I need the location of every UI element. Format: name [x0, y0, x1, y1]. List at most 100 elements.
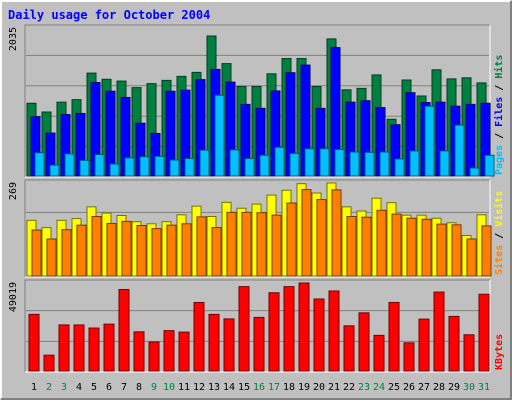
bar-sites-day-13: [211, 227, 222, 277]
day-label-23: 23: [358, 382, 370, 393]
bar-pages-day-12: [199, 149, 210, 177]
bar-kbytes-day-14: [223, 318, 235, 372]
bar-kbytes-day-25: [388, 301, 400, 372]
bar-sites-day-11: [181, 223, 192, 277]
bar-kbytes-day-23: [358, 312, 370, 372]
bar-kbytes-day-1: [28, 313, 40, 372]
day-label-6: 6: [106, 382, 112, 393]
bar-sites-day-24: [376, 209, 387, 277]
day-label-29: 29: [448, 382, 460, 393]
day-label-15: 15: [238, 382, 250, 393]
bar-pages-day-5: [94, 154, 105, 177]
day-label-25: 25: [388, 382, 400, 393]
bar-pages-day-14: [229, 149, 240, 177]
panels-group: 2035 269 49019: [8, 24, 495, 373]
bar-kbytes-day-31: [478, 293, 490, 372]
y-max-label-hits-files-pages: 2035: [8, 27, 19, 51]
bar-files-day-30: [465, 103, 476, 177]
bar-sites-day-10: [166, 224, 177, 277]
legend-item: KBytes: [494, 334, 505, 370]
legend-item: Files: [493, 97, 505, 127]
day-label-20: 20: [313, 382, 325, 393]
y-max-label-visits-sites: 269: [8, 182, 19, 200]
bar-sites-day-6: [106, 222, 117, 277]
bar-sites-day-22: [346, 216, 357, 277]
legend-item: Hits: [493, 55, 505, 79]
panel-kbytes: 49019: [8, 279, 491, 373]
day-label-14: 14: [223, 382, 235, 393]
day-label-28: 28: [433, 382, 445, 393]
bar-kbytes-day-6: [103, 323, 115, 372]
bar-pages-day-24: [379, 151, 390, 177]
bar-kbytes-day-29: [448, 315, 460, 372]
bar-kbytes-day-20: [313, 298, 325, 372]
bar-kbytes-day-2: [43, 354, 55, 372]
bar-pages-day-9: [154, 155, 165, 177]
bar-kbytes-day-24: [373, 334, 385, 372]
bar-sites-day-27: [421, 218, 432, 277]
bar-sites-day-29: [451, 224, 462, 277]
bar-pages-day-7: [124, 157, 135, 177]
bar-kbytes-day-3: [58, 324, 70, 372]
day-label-18: 18: [283, 382, 295, 393]
bar-sites-day-20: [316, 199, 327, 277]
bar-sites-day-4: [76, 224, 87, 277]
bar-sites-day-19: [301, 189, 312, 277]
chart-title: Daily usage for October 2004: [8, 8, 210, 22]
legend-item: /: [494, 127, 505, 145]
day-labels-group: 1 2 3 4 5 6 7 8 9 10 11 12 13 14 15 16 17 18 19 20 21 22 23 24 2…: [31, 382, 490, 393]
day-label-31: 31: [478, 382, 490, 393]
bar-kbytes-day-5: [88, 327, 100, 372]
day-label-19: 19: [298, 382, 310, 393]
day-label-30: 30: [463, 382, 475, 393]
bar-pages-day-8: [139, 156, 150, 177]
bar-kbytes-day-15: [238, 286, 250, 372]
bar-pages-day-6: [109, 163, 120, 177]
bar-kbytes-day-18: [283, 286, 295, 372]
legend-visits-sites: Sites / Visits: [493, 191, 505, 275]
legend-item: Visits: [493, 191, 505, 227]
bar-pages-day-31: [484, 154, 495, 177]
bar-pages-day-11: [184, 158, 195, 177]
bar-sites-day-30: [466, 238, 477, 277]
bar-pages-day-2: [49, 164, 60, 177]
bar-sites-day-15: [241, 211, 252, 277]
day-label-4: 4: [76, 382, 82, 393]
bar-kbytes-day-26: [403, 342, 415, 372]
day-label-24: 24: [373, 382, 385, 393]
day-label-26: 26: [403, 382, 415, 393]
day-label-7: 7: [121, 382, 127, 393]
day-label-16: 16: [253, 382, 265, 393]
legend-kbytes: KBytes: [494, 334, 505, 370]
bar-sites-day-9: [151, 228, 162, 277]
legends-group: Pages / Files / Hits Sites / Visits KBytes: [493, 55, 505, 370]
bar-pages-day-4: [79, 159, 90, 177]
plot-bevel-light: [25, 180, 491, 278]
bar-pages-day-3: [64, 153, 75, 177]
bar-pages-day-17: [274, 146, 285, 177]
bar-sites-day-21: [331, 189, 342, 277]
panel-hits-files-pages: 2035: [8, 24, 495, 178]
bar-pages-day-30: [469, 167, 480, 177]
bar-pages-day-19: [304, 148, 315, 177]
bar-kbytes-day-11: [178, 331, 190, 372]
bar-sites-day-1: [31, 229, 42, 277]
day-label-8: 8: [136, 382, 142, 393]
bar-pages-day-27: [424, 105, 435, 177]
bar-pages-day-22: [349, 151, 360, 177]
bar-sites-day-28: [436, 223, 447, 277]
bar-pages-day-20: [319, 148, 330, 177]
plot-bevel-light: [25, 25, 491, 178]
bar-kbytes-day-21: [328, 290, 340, 372]
day-label-11: 11: [178, 382, 190, 393]
day-label-12: 12: [193, 382, 205, 393]
bar-pages-day-18: [289, 152, 300, 177]
day-label-2: 2: [46, 382, 52, 393]
bar-pages-day-21: [334, 148, 345, 177]
plot-bevel-dark: [24, 279, 490, 372]
plot-bevel-light: [25, 280, 491, 373]
bar-pages-day-28: [439, 150, 450, 177]
